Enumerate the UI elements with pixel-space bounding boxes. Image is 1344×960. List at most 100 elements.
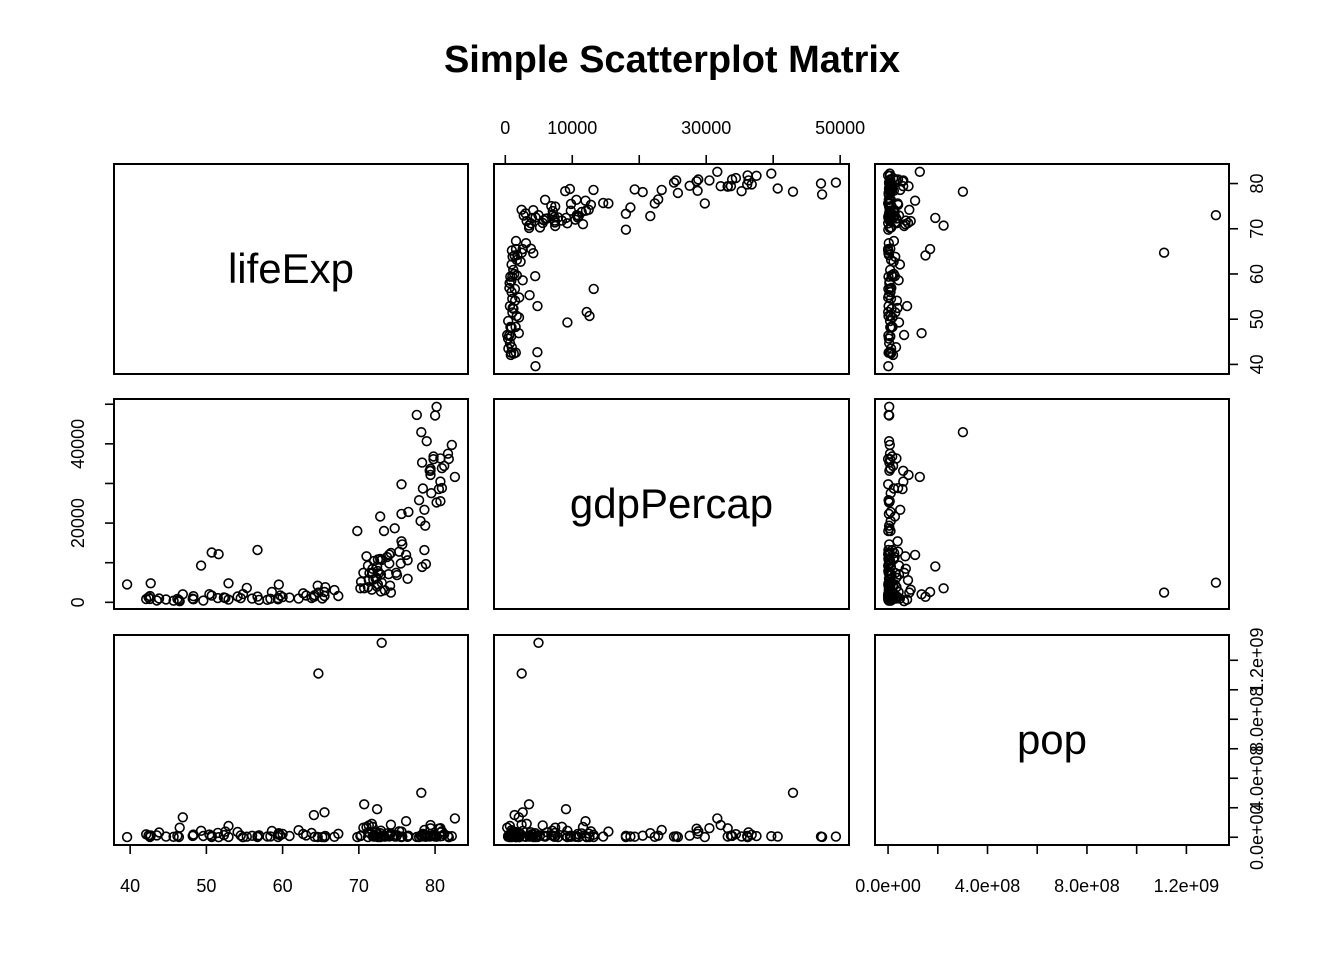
data-point bbox=[885, 205, 896, 217]
data-point bbox=[1158, 587, 1170, 598]
data-point bbox=[938, 583, 949, 594]
data-point bbox=[329, 831, 340, 842]
data-point bbox=[449, 813, 461, 824]
data-point bbox=[266, 586, 278, 598]
data-point bbox=[376, 637, 387, 648]
data-point bbox=[396, 508, 407, 520]
data-point bbox=[298, 828, 309, 840]
data-point bbox=[712, 166, 723, 178]
data-point bbox=[603, 826, 614, 837]
data-point bbox=[562, 218, 573, 229]
data-point bbox=[597, 197, 609, 209]
data-point bbox=[420, 831, 431, 842]
data-point bbox=[413, 495, 425, 506]
data-point bbox=[722, 823, 733, 834]
data-point bbox=[507, 271, 518, 282]
data-point bbox=[888, 185, 899, 197]
data-point bbox=[319, 807, 330, 818]
x-tick-label: 80 bbox=[425, 876, 445, 896]
x-tick-label: 4.0e+08 bbox=[955, 876, 1021, 896]
data-point bbox=[571, 194, 582, 206]
data-point bbox=[830, 177, 842, 188]
y-tick-label: 4.0e+08 bbox=[1247, 745, 1267, 811]
data-point bbox=[246, 830, 258, 841]
data-point bbox=[914, 166, 925, 178]
data-point bbox=[930, 561, 941, 572]
data-point bbox=[645, 210, 656, 222]
data-point bbox=[883, 238, 894, 249]
data-point bbox=[396, 536, 407, 547]
data-point bbox=[395, 831, 406, 842]
data-point bbox=[885, 568, 896, 580]
data-point bbox=[672, 187, 684, 199]
data-point bbox=[537, 820, 548, 831]
data-point bbox=[898, 476, 909, 487]
data-point bbox=[577, 219, 589, 230]
data-point bbox=[329, 584, 340, 596]
data-point bbox=[552, 831, 564, 843]
data-point bbox=[576, 828, 587, 839]
data-point bbox=[435, 476, 446, 487]
data-point bbox=[726, 830, 738, 842]
data-point bbox=[419, 504, 430, 515]
x-tick-label: 70 bbox=[349, 876, 369, 896]
data-point bbox=[603, 198, 614, 209]
data-point bbox=[223, 831, 234, 843]
data-point bbox=[503, 830, 514, 841]
data-point bbox=[815, 831, 827, 842]
data-point bbox=[421, 436, 432, 447]
data-point bbox=[506, 322, 517, 333]
data-point bbox=[379, 831, 390, 842]
data-point bbox=[909, 549, 921, 561]
data-point bbox=[446, 439, 457, 451]
data-point bbox=[241, 831, 253, 842]
data-point bbox=[588, 184, 599, 196]
data-point bbox=[620, 208, 632, 220]
data-point bbox=[532, 300, 543, 312]
data-point bbox=[524, 290, 535, 301]
data-point bbox=[562, 317, 573, 328]
data-point bbox=[580, 815, 591, 827]
data-point bbox=[431, 497, 442, 508]
data-point bbox=[715, 181, 726, 192]
data-point bbox=[417, 483, 429, 494]
data-point bbox=[645, 827, 656, 839]
data-point bbox=[588, 283, 599, 295]
data-point bbox=[389, 523, 400, 534]
data-point bbox=[213, 548, 224, 560]
data-point bbox=[308, 809, 320, 821]
data-point bbox=[141, 593, 152, 605]
panel-frame bbox=[493, 398, 850, 610]
data-point bbox=[504, 282, 515, 294]
data-point bbox=[520, 831, 531, 842]
panel-frame bbox=[113, 398, 469, 610]
data-point bbox=[894, 259, 906, 270]
data-point bbox=[206, 590, 217, 601]
data-point bbox=[885, 343, 897, 354]
y-tick-label: 20000 bbox=[68, 498, 88, 548]
data-point bbox=[532, 347, 543, 358]
data-point bbox=[436, 482, 448, 494]
data-point bbox=[419, 544, 430, 556]
data-point bbox=[901, 594, 913, 605]
data-point bbox=[766, 168, 777, 179]
data-point bbox=[371, 803, 383, 815]
data-point bbox=[516, 668, 527, 679]
data-point bbox=[366, 584, 377, 595]
data-point bbox=[517, 825, 528, 837]
data-point bbox=[187, 830, 198, 842]
data-point bbox=[513, 312, 525, 323]
data-point bbox=[546, 200, 557, 212]
x-tick-label: 30000 bbox=[681, 118, 731, 138]
data-point bbox=[886, 451, 898, 462]
data-point bbox=[920, 250, 931, 261]
data-point bbox=[503, 343, 514, 354]
data-point bbox=[884, 448, 896, 459]
data-point bbox=[372, 554, 384, 565]
data-point bbox=[559, 186, 571, 197]
data-point bbox=[507, 307, 518, 318]
data-point bbox=[885, 348, 897, 359]
data-point bbox=[213, 831, 224, 843]
data-point bbox=[571, 831, 582, 842]
data-point bbox=[900, 551, 911, 562]
